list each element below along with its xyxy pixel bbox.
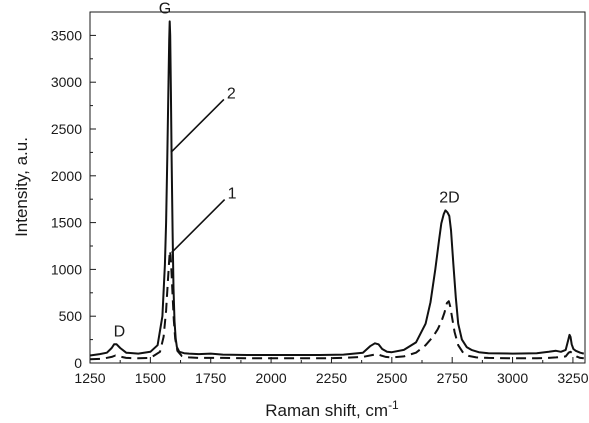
x-tick-label: 2000 (256, 370, 287, 386)
x-tick-label: 3250 (557, 370, 588, 386)
y-tick-label: 3500 (51, 27, 82, 43)
x-tick-label: 1750 (195, 370, 226, 386)
peak-label-g: G (159, 0, 171, 17)
x-axis-ticks: 1250 1500 1750 2000 2250 2500 2750 3000 3250 (74, 357, 589, 386)
x-tick-label: 3000 (497, 370, 528, 386)
peak-label-2d: 2D (439, 189, 459, 206)
y-axis-ticks: 0 500 1000 1500 2000 2500 3000 3500 (51, 27, 96, 371)
series-line-2-solid (89, 20, 585, 357)
peak-label-d: D (114, 323, 126, 340)
series-line-1-dashed (89, 249, 584, 361)
y-tick-label: 3000 (51, 74, 82, 90)
x-tick-label: 2750 (437, 370, 468, 386)
y-axis-title: Intensity, a.u. (12, 137, 31, 237)
leader-line-1 (171, 198, 226, 254)
plot-border (89, 11, 586, 364)
leader-line-2 (170, 98, 225, 153)
annotation-labels: D G 2D 2 1 (114, 0, 460, 340)
y-tick-label: 500 (59, 308, 83, 324)
x-tick-label: 1500 (135, 370, 166, 386)
x-axis-title-main: Raman shift, cm (265, 401, 388, 420)
x-axis-title-exponent: -1 (388, 398, 399, 412)
y-tick-label: 1000 (51, 261, 82, 277)
y-tick-label: 2500 (51, 121, 82, 137)
x-tick-label: 2250 (316, 370, 347, 386)
leader-lines (170, 98, 226, 254)
y-tick-label: 2000 (51, 168, 82, 184)
plot-frame (89, 11, 586, 364)
curve-label-1: 1 (228, 186, 237, 203)
y-tick-label: 1500 (51, 215, 82, 231)
y-tick-label: 0 (74, 355, 82, 371)
x-axis-title: Raman shift, cm-1 (265, 398, 399, 420)
x-tick-label: 1250 (74, 370, 105, 386)
curve-label-2: 2 (227, 85, 236, 102)
x-tick-label: 2500 (376, 370, 407, 386)
series-layer (89, 20, 585, 361)
